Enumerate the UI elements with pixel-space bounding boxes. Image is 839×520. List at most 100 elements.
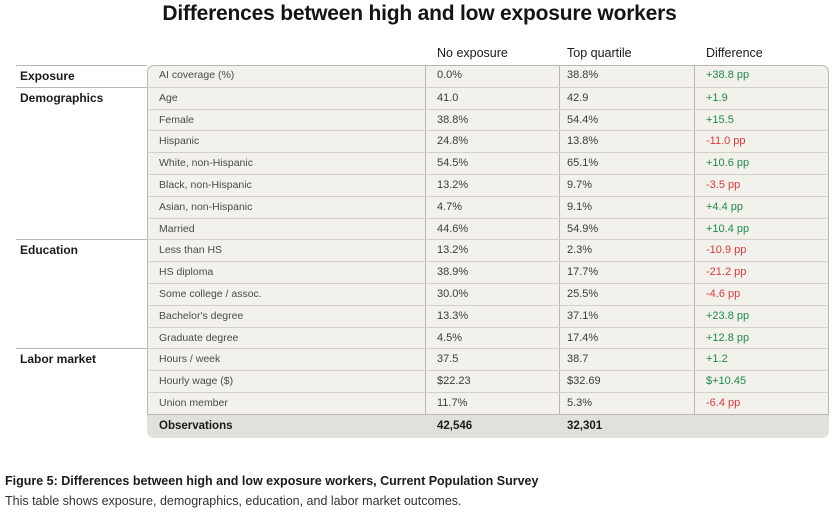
row-variable: Age [159,91,178,104]
row-no-exposure: 13.2% [437,244,469,257]
section-label: Labor market [20,352,97,367]
row-variable: Married [159,222,195,235]
row-top-quartile: 13.8% [567,135,599,148]
observations-top-quartile: 32,301 [567,420,603,432]
row-top-quartile: 38.8% [567,69,599,81]
row-top-quartile: 2.3% [567,244,593,257]
column-divider [425,65,426,437]
row-variable: White, non-Hispanic [159,157,253,170]
row-no-exposure: 37.5 [437,353,459,366]
table-row: AI coverage (%) 0.0% 38.8% +38.8 pp [147,65,829,86]
table-row: Some college / assoc. 30.0% 25.5% -4.6 pp [147,283,829,305]
row-difference: +38.8 pp [706,69,750,81]
row-no-exposure: 44.6% [437,222,469,235]
table-row: Bachelor's degree 13.3% 37.1% +23.8 pp [147,304,829,327]
row-top-quartile: 5.3% [567,397,593,409]
row-difference: +15.5 [706,113,734,126]
table-row: Female 38.8% 54.4% +15.5 [147,108,829,131]
row-variable: Female [159,113,195,126]
row-variable: Hispanic [159,135,200,148]
section-divider [16,239,147,241]
column-header-top-quartile: Top quartile [567,46,632,60]
table-row: Asian, non-Hispanic 4.7% 9.1% +4.4 pp [147,195,829,218]
section-divider [16,65,147,66]
table-row: Black, non-Hispanic 13.2% 9.7% -3.5 pp [147,174,829,196]
table-row: Hourly wage ($) $22.23 $32.69 $+10.45 [147,370,829,392]
row-no-exposure: 41.0 [437,91,459,104]
row-no-exposure: 38.9% [437,266,469,279]
observations-label: Observations [159,420,233,432]
row-no-exposure: 4.5% [437,331,463,344]
row-variable: Some college / assoc. [159,288,262,300]
section-label: Education [20,243,79,258]
table-title: Differences between high and low exposur… [162,2,677,25]
row-difference: +1.9 [706,91,728,104]
table-row: Age 41.0 42.9 +1.9 [147,86,829,109]
column-header-no-exposure: No exposure [437,46,508,60]
table-row: Graduate degree 4.5% 17.4% +12.8 pp [147,326,829,349]
section-label: Exposure [20,69,75,83]
row-difference: -6.4 pp [706,397,741,409]
row-variable: HS diploma [159,266,214,279]
row-top-quartile: 37.1% [567,309,599,322]
row-difference: -11.0 pp [706,135,746,148]
row-variable: Graduate degree [159,331,239,344]
row-top-quartile: 54.4% [567,113,599,126]
table-row: Married 44.6% 54.9% +10.4 pp [147,217,829,240]
observations-row: Observations 42,546 32,301 [147,414,829,438]
row-difference: +12.8 pp [706,331,750,344]
row-variable: AI coverage (%) [159,69,235,81]
row-top-quartile: 65.1% [567,157,599,170]
row-variable: Asian, non-Hispanic [159,200,253,213]
figure-subcaption: This table shows exposure, demographics,… [5,494,462,508]
row-variable: Bachelor's degree [159,309,244,322]
row-variable: Less than HS [159,244,223,257]
row-difference: -21.2 pp [706,266,747,279]
row-top-quartile: 17.7% [567,266,599,279]
row-variable: Black, non-Hispanic [159,179,252,191]
row-no-exposure: 11.7% [437,397,468,409]
column-divider [559,65,560,437]
row-top-quartile: 9.7% [567,179,593,191]
row-top-quartile: 25.5% [567,288,599,300]
row-no-exposure: 30.0% [437,288,469,300]
row-no-exposure: $22.23 [437,375,471,388]
row-no-exposure: 54.5% [437,157,469,170]
table-row: Less than HS 13.2% 2.3% -10.9 pp [147,239,829,261]
row-top-quartile: 54.9% [567,222,599,235]
row-difference: +1.2 [706,353,728,366]
figure-caption: Figure 5: Differences between high and l… [5,474,539,488]
row-no-exposure: 0.0% [437,69,463,81]
row-no-exposure: 38.8% [437,113,469,126]
row-no-exposure: 4.7% [437,200,463,213]
row-variable: Hours / week [159,353,221,366]
table-row: HS diploma 38.9% 17.7% -21.2 pp [147,261,829,283]
row-difference: -10.9 pp [706,244,747,257]
row-difference: -3.5 pp [706,179,741,191]
table-row: Union member 11.7% 5.3% -6.4 pp [147,392,829,414]
row-difference: $+10.45 [706,375,747,388]
row-difference: +4.4 pp [706,200,744,213]
column-divider [694,65,695,437]
row-top-quartile: 38.7 [567,353,589,366]
row-difference: +23.8 pp [706,309,750,322]
section-label: Demographics [20,90,104,105]
row-difference: -4.6 pp [706,288,741,300]
row-no-exposure: 13.2% [437,179,469,191]
section-divider [16,348,147,350]
table-panel [147,65,829,437]
row-top-quartile: 9.1% [567,200,593,213]
row-variable: Hourly wage ($) [159,375,234,388]
table-row: Hispanic 24.8% 13.8% -11.0 pp [147,130,829,152]
observations-no-exposure: 42,546 [437,420,473,432]
row-difference: +10.4 pp [706,222,750,235]
column-header-difference: Difference [706,46,763,60]
row-top-quartile: 42.9 [567,91,589,104]
row-top-quartile: 17.4% [567,331,599,344]
row-top-quartile: $32.69 [567,375,601,388]
section-divider [16,86,147,88]
table-row: Hours / week 37.5 38.7 +1.2 [147,348,829,370]
row-no-exposure: 24.8% [437,135,469,148]
row-variable: Union member [159,397,228,409]
row-difference: +10.6 pp [706,157,750,170]
